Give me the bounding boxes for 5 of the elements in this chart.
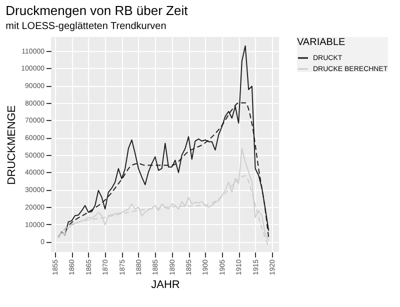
y-axis-title: DRUCKMENGE [6,105,18,185]
chart-title: Druckmengen von RB über Zeit [6,3,188,18]
legend-title: VARIABLE [297,37,346,48]
chart-subtitle: mit LOESS-geglätteten Trendkurven [6,21,166,32]
x-axis-title: JAHR [151,279,180,292]
